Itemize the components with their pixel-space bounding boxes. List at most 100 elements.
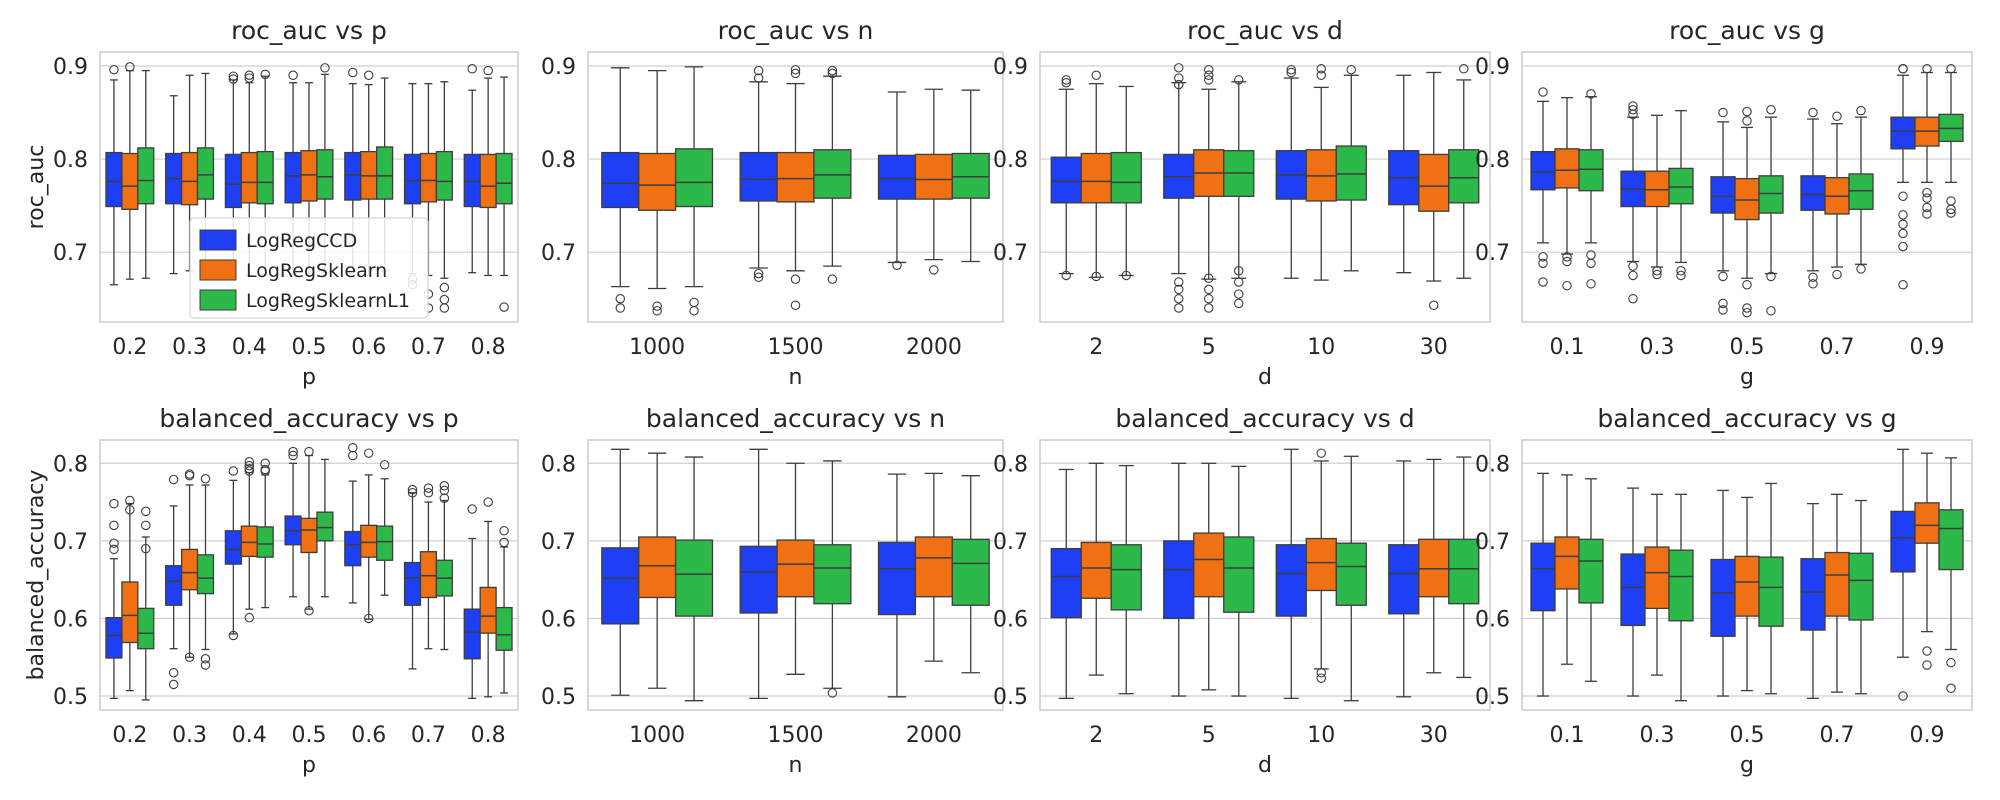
outlier-point bbox=[499, 526, 509, 536]
outlier-point bbox=[1922, 193, 1932, 203]
x-tick-label: 0.2 bbox=[112, 723, 147, 748]
box-iqr bbox=[1668, 549, 1694, 622]
outlier-point bbox=[1174, 293, 1184, 304]
legend-label-LogRegCCD: LogRegCCD bbox=[246, 230, 357, 252]
outlier-point bbox=[1316, 448, 1327, 458]
box-iqr bbox=[419, 152, 438, 203]
outlier-point bbox=[1562, 252, 1572, 262]
y-axis-label: roc_auc bbox=[24, 145, 49, 230]
x-axis-label: p bbox=[302, 753, 316, 778]
outlier-point bbox=[244, 466, 255, 476]
box-iqr bbox=[479, 586, 497, 634]
y-tick-label: 0.9 bbox=[53, 55, 88, 80]
x-tick-label: 0.1 bbox=[1550, 335, 1585, 360]
box-LogRegCCD bbox=[1163, 462, 1195, 697]
outlier-point bbox=[1628, 104, 1638, 115]
outlier-point bbox=[1174, 277, 1184, 287]
outlier-point bbox=[1204, 75, 1214, 85]
outlier-point bbox=[1742, 303, 1752, 313]
outlier-point bbox=[244, 456, 255, 467]
outlier-point bbox=[790, 300, 801, 310]
x-tick-label: 1500 bbox=[768, 335, 824, 360]
outlier-point bbox=[499, 537, 509, 548]
outlier-point bbox=[109, 64, 119, 75]
box-iqr bbox=[1530, 150, 1556, 191]
x-tick-label: 0.5 bbox=[1730, 723, 1765, 748]
box-LogRegCCD bbox=[1800, 107, 1826, 289]
outlier-point bbox=[304, 446, 314, 457]
outlier-point bbox=[1346, 64, 1357, 75]
box-LogRegSklearn bbox=[479, 497, 497, 698]
x-tick-label: 2 bbox=[1089, 335, 1103, 360]
box-LogRegSklearn bbox=[1644, 114, 1670, 280]
y-tick-label: 0.7 bbox=[1475, 530, 1510, 555]
box-iqr bbox=[121, 152, 139, 210]
x-tick-label: 0.2 bbox=[112, 335, 147, 360]
outlier-point bbox=[1922, 64, 1932, 74]
outlier-point bbox=[929, 265, 939, 275]
box-iqr bbox=[137, 607, 155, 650]
y-tick-label: 0.7 bbox=[541, 241, 576, 266]
box-LogRegCCD bbox=[1710, 107, 1736, 315]
box-LogRegCCD bbox=[1388, 74, 1420, 274]
box-iqr bbox=[1554, 536, 1580, 590]
outlier-point bbox=[467, 504, 477, 514]
box-LogRegCCD bbox=[1050, 468, 1082, 700]
box-LogRegSklearn bbox=[914, 88, 953, 275]
outlier-point bbox=[827, 688, 838, 698]
outlier-point bbox=[1628, 270, 1638, 281]
outlier-point bbox=[244, 463, 255, 474]
outlier-point bbox=[109, 520, 119, 531]
box-LogRegSklearn bbox=[1734, 106, 1760, 318]
outlier-point bbox=[1922, 187, 1932, 198]
outlier-point bbox=[1742, 116, 1752, 126]
outlier-point bbox=[1586, 258, 1596, 269]
box-LogRegSklearn bbox=[776, 64, 815, 310]
outlier-point bbox=[200, 660, 211, 670]
panel-2: 0.7 0.8 0.9 1000 1500 2000 roc_auc vs n n bbox=[541, 16, 1004, 390]
box-iqr bbox=[256, 526, 274, 558]
box-iqr bbox=[1080, 152, 1112, 204]
outlier-point bbox=[363, 448, 374, 458]
outlier-point bbox=[288, 446, 298, 457]
y-tick-label: 0.6 bbox=[1475, 607, 1510, 632]
outlier-point bbox=[1538, 252, 1548, 262]
box-LogRegSklearn bbox=[1824, 111, 1850, 280]
box-LogRegCCD bbox=[1710, 489, 1736, 697]
box-iqr bbox=[1080, 541, 1112, 599]
box-LogRegCCD bbox=[601, 67, 640, 313]
box-iqr bbox=[1163, 540, 1195, 620]
x-tick-label: 2 bbox=[1089, 723, 1103, 748]
box-iqr bbox=[495, 152, 513, 205]
box-iqr bbox=[196, 147, 215, 200]
y-tick-label: 0.8 bbox=[541, 148, 576, 173]
box-iqr bbox=[121, 581, 139, 644]
box-LogRegSklearn bbox=[1080, 70, 1112, 282]
outlier-point bbox=[244, 70, 255, 81]
outlier-point bbox=[1316, 668, 1327, 678]
box-iqr bbox=[1734, 177, 1760, 221]
outlier-point bbox=[1234, 277, 1244, 287]
y-tick-label: 0.6 bbox=[541, 607, 576, 632]
outlier-point bbox=[689, 306, 699, 316]
box-LogRegSklearnL1 bbox=[951, 475, 990, 674]
box-iqr bbox=[463, 608, 481, 660]
box-iqr bbox=[1530, 542, 1556, 612]
outlier-point bbox=[168, 679, 179, 690]
box-LogRegSklearn bbox=[1644, 493, 1670, 676]
x-axis-label: n bbox=[789, 365, 803, 390]
box-iqr bbox=[1554, 148, 1580, 189]
outlier-point bbox=[1898, 241, 1908, 252]
x-tick-label: 0.4 bbox=[232, 723, 267, 748]
outlier-point bbox=[320, 63, 330, 73]
panel-4: 0.7 0.8 0.9 0.1 0.3 0.5 0.7 0.9 roc_auc vs g g bbox=[1475, 16, 1973, 390]
box-LogRegCCD bbox=[601, 448, 640, 696]
x-tick-label: 0.5 bbox=[292, 335, 327, 360]
x-tick-label: 0.9 bbox=[1910, 723, 1945, 748]
outlier-point bbox=[1742, 280, 1752, 290]
outlier-point bbox=[1586, 89, 1596, 99]
box-iqr bbox=[240, 525, 258, 558]
box-LogRegSklearnL1 bbox=[1758, 482, 1784, 695]
y-tick-label: 0.8 bbox=[993, 452, 1028, 477]
box-iqr bbox=[1644, 546, 1670, 610]
